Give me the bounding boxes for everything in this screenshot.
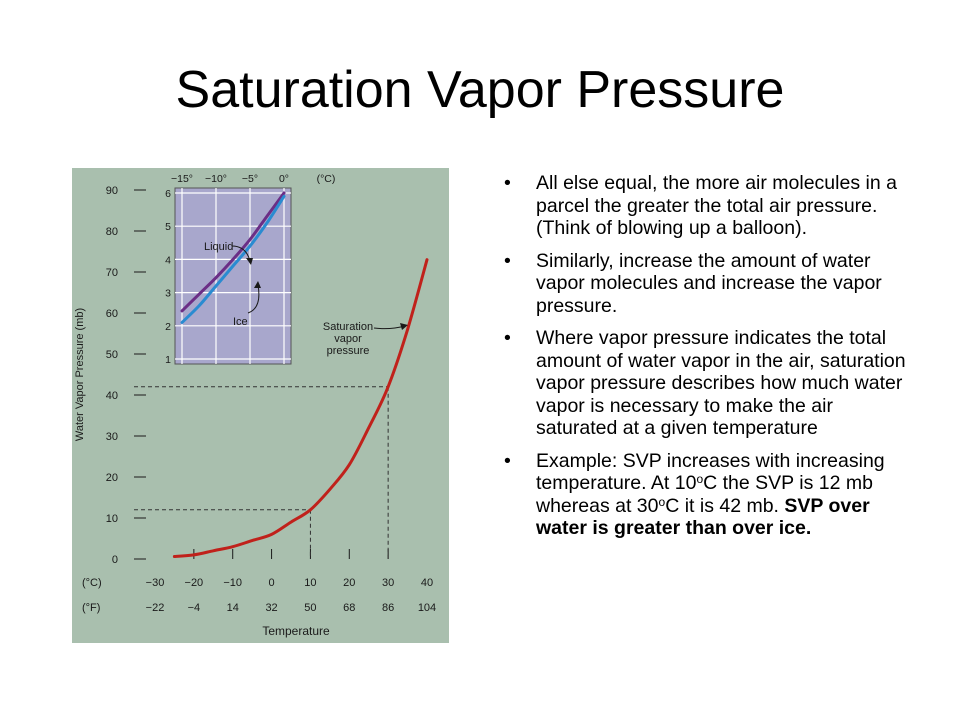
ice-label: Ice — [233, 316, 248, 328]
bullet-marker: • — [504, 327, 511, 349]
x-tick-label-celsius: −20 — [185, 577, 204, 589]
x-tick-label-fahrenheit: 14 — [227, 602, 239, 614]
inset-x-tick-label: 0° — [279, 173, 289, 185]
x-axis-label: Temperature — [262, 624, 330, 638]
x-tick-label-fahrenheit: 104 — [418, 602, 436, 614]
inset-y-tick-label: 1 — [165, 354, 171, 366]
y-tick-label: 0 — [112, 554, 118, 566]
x-unit-fahrenheit: (°F) — [82, 602, 100, 614]
liquid-callout-arrowhead — [246, 258, 253, 265]
x-unit-celsius: (°C) — [82, 577, 102, 589]
x-tick-label-fahrenheit: −22 — [146, 602, 165, 614]
inset-x-unit: (°C) — [317, 173, 336, 185]
x-tick-label-fahrenheit: 32 — [265, 602, 277, 614]
x-tick-label-celsius: 0 — [269, 577, 275, 589]
inset-y-tick-label: 4 — [165, 254, 171, 266]
y-tick-label: 40 — [106, 390, 118, 402]
y-tick-label: 60 — [106, 308, 118, 320]
inset-y-tick-label: 6 — [165, 188, 171, 200]
bullet-item: • Similarly, increase the amount of water… — [500, 250, 910, 318]
bullet-text: Where vapor pressure indicates the total… — [536, 327, 906, 439]
bullet-item: • All else equal, the more air molecules … — [500, 172, 910, 240]
y-axis-label: Water Vapor Pressure (mb) — [74, 308, 86, 441]
x-tick-label-celsius: 20 — [343, 577, 355, 589]
inset-y-tick-label: 5 — [165, 221, 171, 233]
y-tick-label: 70 — [106, 267, 118, 279]
ice-callout-arrowhead — [254, 281, 261, 288]
x-tick-label-celsius: 30 — [382, 577, 394, 589]
bullet-marker: • — [504, 449, 511, 472]
y-tick-label: 80 — [106, 226, 118, 238]
y-tick-label: 20 — [106, 472, 118, 484]
y-tick-label: 30 — [106, 431, 118, 443]
degree-superscript: o — [696, 472, 704, 486]
bullet-item: • Where vapor pressure indicates the tota… — [500, 327, 910, 440]
bullet-text-part: C it is 42 mb. — [665, 494, 785, 517]
bullet-text: Similarly, increase the amount of water … — [536, 249, 882, 317]
inset-y-tick-label: 3 — [165, 288, 171, 300]
x-tick-label-fahrenheit: 86 — [382, 602, 394, 614]
x-tick-label-celsius: 40 — [421, 577, 433, 589]
x-tick-label-fahrenheit: 50 — [304, 602, 316, 614]
ice-curve — [180, 194, 286, 324]
bullet-text-part: C the SVP is 12 mb whereas at 30 — [536, 472, 873, 517]
x-tick-label-celsius: −30 — [146, 577, 165, 589]
bullet-list: • All else equal, the more air molecules … — [500, 172, 910, 550]
bullet-emphasis: SVP over water is greater than over ice. — [536, 494, 870, 540]
ice-callout-arrow — [247, 284, 260, 314]
slide-title: Saturation Vapor Pressure — [175, 61, 785, 119]
svp-curve-label-line: pressure — [327, 345, 370, 357]
inset-x-tick-label: −10° — [205, 173, 227, 185]
svp-callout-arrowhead — [400, 323, 408, 330]
y-tick-label: 10 — [106, 513, 118, 525]
svp-curve-label-line: Saturation — [323, 321, 373, 333]
bullet-text: All else equal, the more air molecules i… — [536, 172, 897, 239]
bullet-marker: • — [504, 172, 511, 194]
inset-x-tick-label: −15° — [171, 173, 193, 185]
inset-x-tick-label: −5° — [242, 173, 258, 185]
bullet-text-part: Example: SVP increases with increasing t… — [536, 449, 885, 495]
svp-curve — [172, 258, 429, 558]
liquid-label: Liquid — [204, 241, 233, 253]
liquid-curve — [180, 191, 286, 313]
x-tick-label-fahrenheit: −4 — [188, 602, 201, 614]
degree-superscript: o — [658, 494, 666, 509]
x-tick-label-celsius: −10 — [223, 577, 242, 589]
svp-curve-label-line: vapor — [334, 333, 362, 345]
svp-curve-label: Saturation vapor pressure — [323, 321, 373, 357]
bullet-item: • Example: SVP increases with increasing … — [500, 450, 910, 540]
inset-y-tick-label: 2 — [165, 321, 171, 333]
y-tick-label: 90 — [106, 185, 118, 197]
y-tick-label: 50 — [106, 349, 118, 361]
x-tick-label-celsius: 10 — [304, 577, 316, 589]
svp-chart-panel: 0 10 20 30 40 50 60 70 80 90 Water Vapor Pressure … — [72, 168, 449, 643]
bullet-marker: • — [504, 249, 511, 272]
x-tick-label-fahrenheit: 68 — [343, 602, 355, 614]
